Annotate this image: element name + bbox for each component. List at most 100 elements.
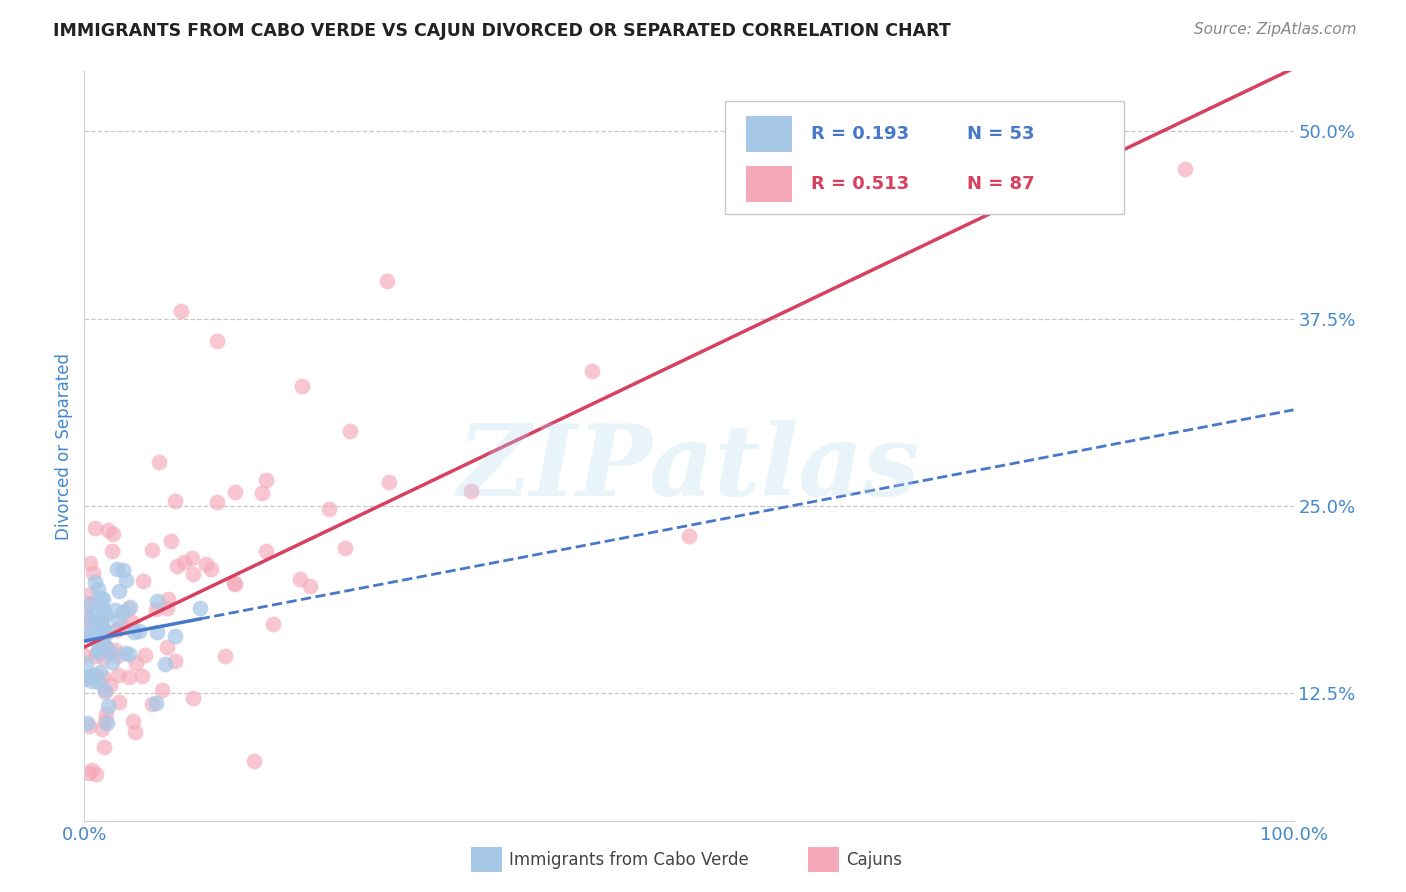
Point: [1174, 161, 1197, 176]
Point: [94, 640, 117, 654]
FancyBboxPatch shape: [745, 116, 792, 152]
Point: [163, 629, 186, 643]
Point: [84, 668, 107, 682]
Point: [101, 544, 124, 558]
Point: [77, 611, 100, 625]
Point: [77, 596, 100, 610]
Point: [89, 665, 111, 680]
Point: [89, 646, 111, 660]
Point: [581, 364, 603, 378]
Point: [94, 706, 117, 721]
Point: [94, 640, 117, 655]
Point: [460, 483, 482, 498]
Point: [101, 527, 124, 541]
Point: [107, 584, 129, 599]
Point: [91, 591, 114, 606]
Point: [183, 566, 205, 581]
Point: [84, 648, 107, 663]
Point: [156, 601, 179, 615]
Point: [335, 541, 357, 556]
Point: [84, 615, 107, 629]
Point: [146, 624, 169, 639]
Point: [122, 624, 145, 639]
Point: [112, 563, 135, 577]
Point: [114, 646, 136, 660]
Point: [93, 620, 115, 634]
Point: [115, 573, 138, 587]
Point: [157, 592, 180, 607]
Point: [79, 719, 101, 733]
Point: [166, 558, 188, 573]
Point: [150, 683, 173, 698]
Point: [222, 575, 245, 590]
Point: [90, 622, 112, 636]
Point: [98, 678, 121, 692]
Point: [84, 521, 107, 535]
Point: [224, 577, 246, 591]
Point: [262, 617, 284, 632]
Point: [91, 602, 114, 616]
Point: [118, 670, 141, 684]
Point: [291, 379, 314, 393]
Point: [159, 533, 181, 548]
Point: [207, 334, 229, 348]
Point: [94, 640, 117, 654]
Point: [93, 684, 115, 698]
Point: [146, 594, 169, 608]
Point: [181, 691, 204, 706]
Point: [214, 648, 236, 663]
Point: [124, 725, 146, 739]
Point: [90, 616, 112, 631]
Point: [377, 475, 399, 490]
Point: [87, 642, 110, 657]
Y-axis label: Divorced or Separated: Divorced or Separated: [55, 352, 73, 540]
Point: [134, 648, 156, 662]
Point: [76, 715, 98, 730]
FancyBboxPatch shape: [745, 166, 792, 202]
Point: [98, 645, 121, 659]
Point: [188, 601, 211, 615]
Point: [87, 641, 110, 656]
Point: [132, 574, 155, 589]
Point: [224, 485, 246, 500]
Text: Immigrants from Cabo Verde: Immigrants from Cabo Verde: [509, 851, 749, 869]
Point: [170, 304, 193, 318]
Text: ZIPatlas: ZIPatlas: [458, 420, 920, 516]
Text: R = 0.513: R = 0.513: [811, 175, 910, 193]
Point: [290, 572, 312, 586]
Point: [194, 557, 217, 571]
Point: [111, 618, 134, 632]
Point: [94, 682, 117, 697]
Point: [678, 529, 700, 543]
Point: [131, 669, 153, 683]
Point: [318, 502, 340, 516]
Point: [128, 624, 150, 639]
Text: Cajuns: Cajuns: [846, 851, 903, 869]
Point: [254, 473, 277, 487]
Point: [83, 624, 105, 638]
FancyBboxPatch shape: [725, 102, 1125, 214]
Point: [242, 754, 264, 768]
Point: [200, 562, 222, 576]
Point: [180, 551, 202, 566]
Point: [173, 555, 195, 569]
Point: [93, 739, 115, 754]
Point: [205, 495, 228, 509]
Point: [94, 714, 117, 728]
Point: [141, 542, 163, 557]
Point: [87, 582, 110, 597]
Point: [155, 657, 177, 672]
Point: [250, 486, 273, 500]
Point: [120, 599, 142, 614]
Point: [104, 603, 127, 617]
Point: [163, 655, 186, 669]
Point: [76, 608, 98, 623]
Point: [91, 670, 114, 684]
Point: [101, 655, 124, 669]
Point: [93, 607, 115, 622]
Point: [91, 723, 114, 737]
Text: IMMIGRANTS FROM CABO VERDE VS CAJUN DIVORCED OR SEPARATED CORRELATION CHART: IMMIGRANTS FROM CABO VERDE VS CAJUN DIVO…: [53, 22, 952, 40]
Point: [80, 668, 103, 682]
Point: [90, 591, 112, 605]
Point: [82, 566, 104, 580]
